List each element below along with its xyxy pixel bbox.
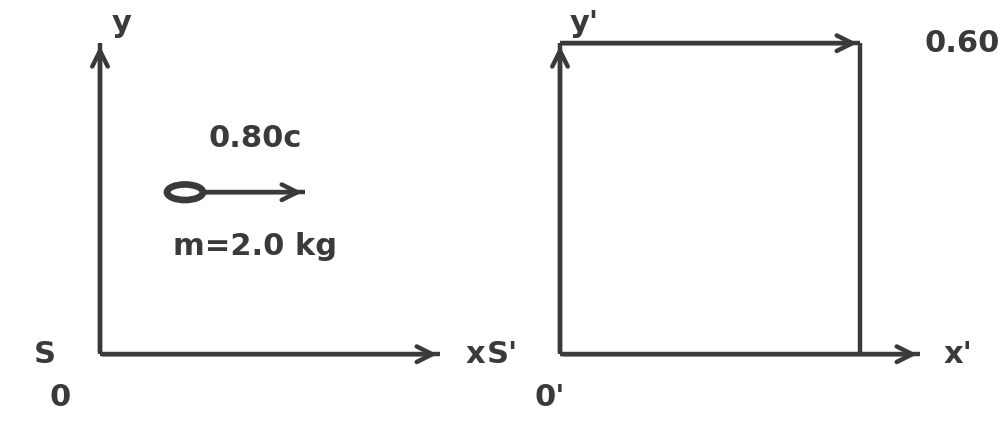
Text: x: x (465, 340, 485, 369)
Text: x': x' (944, 340, 972, 369)
Text: S: S (34, 340, 56, 369)
Text: 0.60c: 0.60c (925, 29, 1000, 58)
Text: m=2.0 kg: m=2.0 kg (173, 232, 337, 261)
Text: 0: 0 (49, 383, 71, 412)
Text: 0': 0' (535, 383, 565, 412)
Text: y: y (112, 9, 132, 38)
Text: y': y' (569, 9, 599, 38)
Text: S': S' (486, 340, 518, 369)
Text: 0.80c: 0.80c (208, 124, 302, 153)
